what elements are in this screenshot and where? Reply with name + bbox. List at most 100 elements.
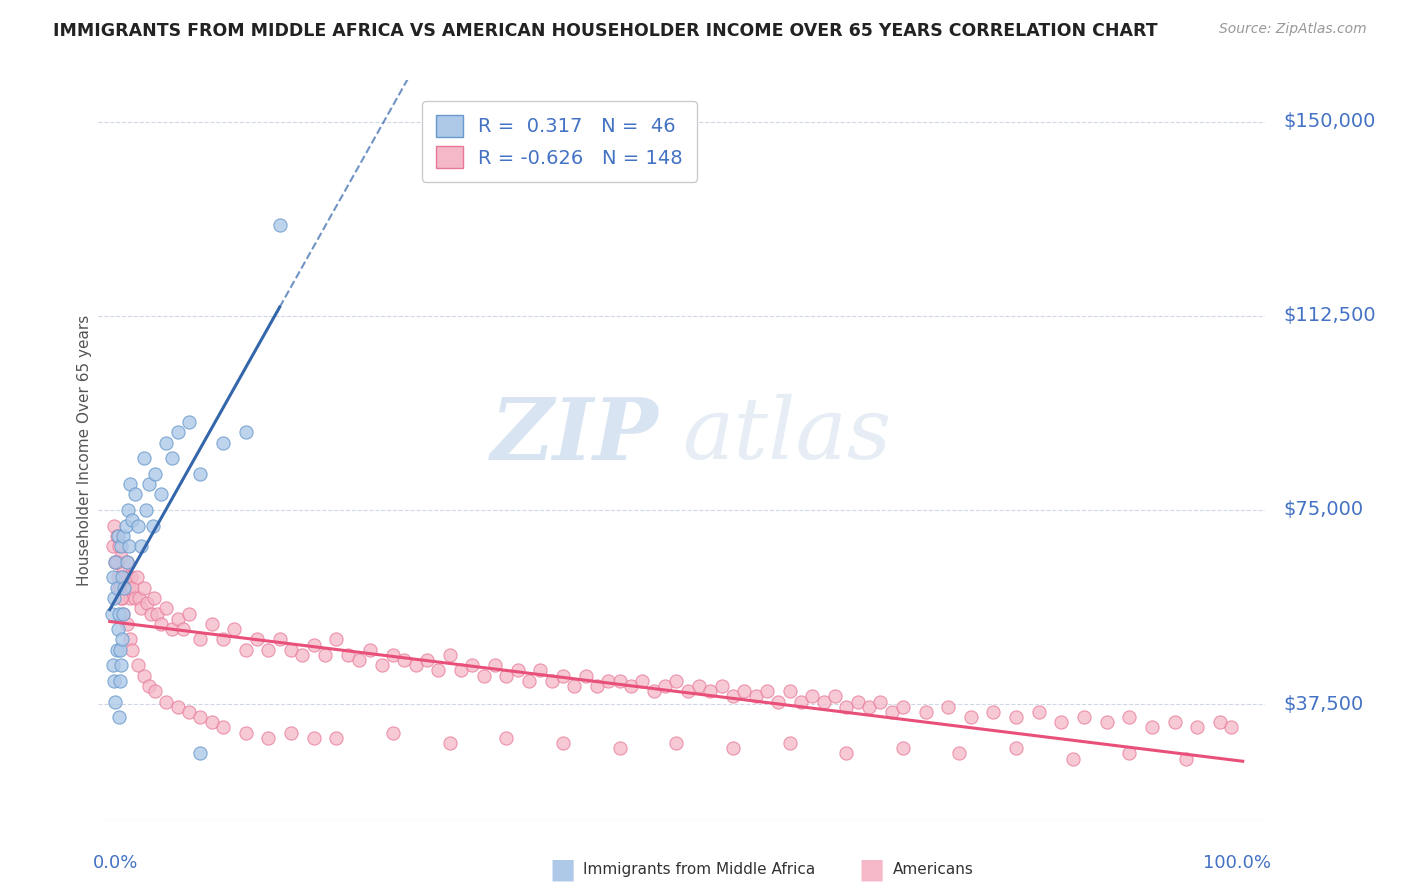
Point — [101, 658, 124, 673]
Point — [609, 673, 631, 688]
Point — [160, 622, 183, 636]
Point — [114, 518, 136, 533]
Point — [110, 549, 132, 564]
Point — [107, 529, 129, 543]
Text: 0.0%: 0.0% — [93, 854, 138, 872]
Point — [108, 607, 131, 621]
Point — [105, 581, 128, 595]
Text: ZIP: ZIP — [491, 394, 658, 477]
Point — [110, 658, 132, 673]
Point — [131, 601, 153, 615]
Point — [104, 555, 127, 569]
Point — [699, 684, 721, 698]
Point — [143, 467, 166, 481]
Text: ■: ■ — [550, 855, 575, 884]
Point — [135, 503, 157, 517]
Point — [120, 570, 142, 584]
Point — [166, 699, 188, 714]
Point — [405, 658, 427, 673]
Point — [120, 477, 142, 491]
Point — [721, 690, 744, 704]
Point — [484, 658, 506, 673]
Point — [138, 679, 160, 693]
Point — [101, 607, 124, 621]
Point — [1220, 721, 1243, 735]
Point — [107, 622, 129, 636]
Point — [382, 725, 405, 739]
Point — [110, 539, 132, 553]
Point — [142, 518, 165, 533]
Point — [291, 648, 314, 662]
Point — [111, 570, 134, 584]
Point — [235, 425, 257, 440]
Point — [495, 668, 517, 682]
Point — [790, 695, 813, 709]
Point — [127, 658, 149, 673]
Point — [257, 731, 280, 745]
Point — [654, 679, 676, 693]
Point — [107, 570, 129, 584]
Point — [136, 596, 159, 610]
Point — [370, 658, 392, 673]
Text: $150,000: $150,000 — [1282, 112, 1375, 131]
Point — [117, 570, 139, 584]
Point — [1164, 715, 1187, 730]
Point — [120, 632, 142, 647]
Point — [551, 736, 574, 750]
Point — [104, 695, 127, 709]
Point — [347, 653, 370, 667]
Point — [676, 684, 699, 698]
Point — [959, 710, 981, 724]
Point — [190, 710, 212, 724]
Point — [948, 747, 970, 761]
Point — [620, 679, 643, 693]
Point — [665, 673, 688, 688]
Y-axis label: Householder Income Over 65 years: Householder Income Over 65 years — [77, 315, 91, 586]
Point — [744, 690, 766, 704]
Point — [529, 664, 551, 678]
Point — [472, 668, 495, 682]
Point — [108, 581, 131, 595]
Text: Americans: Americans — [893, 863, 974, 877]
Point — [166, 425, 188, 440]
Point — [121, 642, 143, 657]
Point — [416, 653, 439, 667]
Point — [540, 673, 562, 688]
Point — [177, 415, 200, 429]
Point — [177, 607, 200, 621]
Point — [118, 581, 141, 595]
Point — [139, 607, 162, 621]
Point — [880, 705, 903, 719]
Point — [131, 539, 153, 553]
Point — [1187, 721, 1209, 735]
Point — [112, 529, 135, 543]
Point — [112, 607, 135, 621]
Text: atlas: atlas — [682, 394, 891, 477]
Point — [108, 673, 131, 688]
Point — [101, 570, 124, 584]
Point — [755, 684, 778, 698]
Text: IMMIGRANTS FROM MIDDLE AFRICA VS AMERICAN HOUSEHOLDER INCOME OVER 65 YEARS CORRE: IMMIGRANTS FROM MIDDLE AFRICA VS AMERICA… — [53, 22, 1159, 40]
Point — [111, 632, 134, 647]
Point — [190, 747, 212, 761]
Point — [824, 690, 846, 704]
Point — [869, 695, 891, 709]
Point — [609, 741, 631, 756]
Point — [891, 699, 914, 714]
Point — [101, 539, 124, 553]
Point — [394, 653, 416, 667]
Text: Source: ZipAtlas.com: Source: ZipAtlas.com — [1219, 22, 1367, 37]
Point — [118, 539, 141, 553]
Point — [1028, 705, 1050, 719]
Point — [172, 622, 194, 636]
Point — [325, 731, 347, 745]
Point — [1209, 715, 1232, 730]
Point — [121, 513, 143, 527]
Point — [813, 695, 835, 709]
Point — [114, 581, 136, 595]
Point — [108, 642, 131, 657]
Point — [246, 632, 269, 647]
Legend: R =  0.317   N =  46, R = -0.626   N = 148: R = 0.317 N = 46, R = -0.626 N = 148 — [422, 101, 697, 182]
Point — [108, 710, 131, 724]
Point — [325, 632, 347, 647]
